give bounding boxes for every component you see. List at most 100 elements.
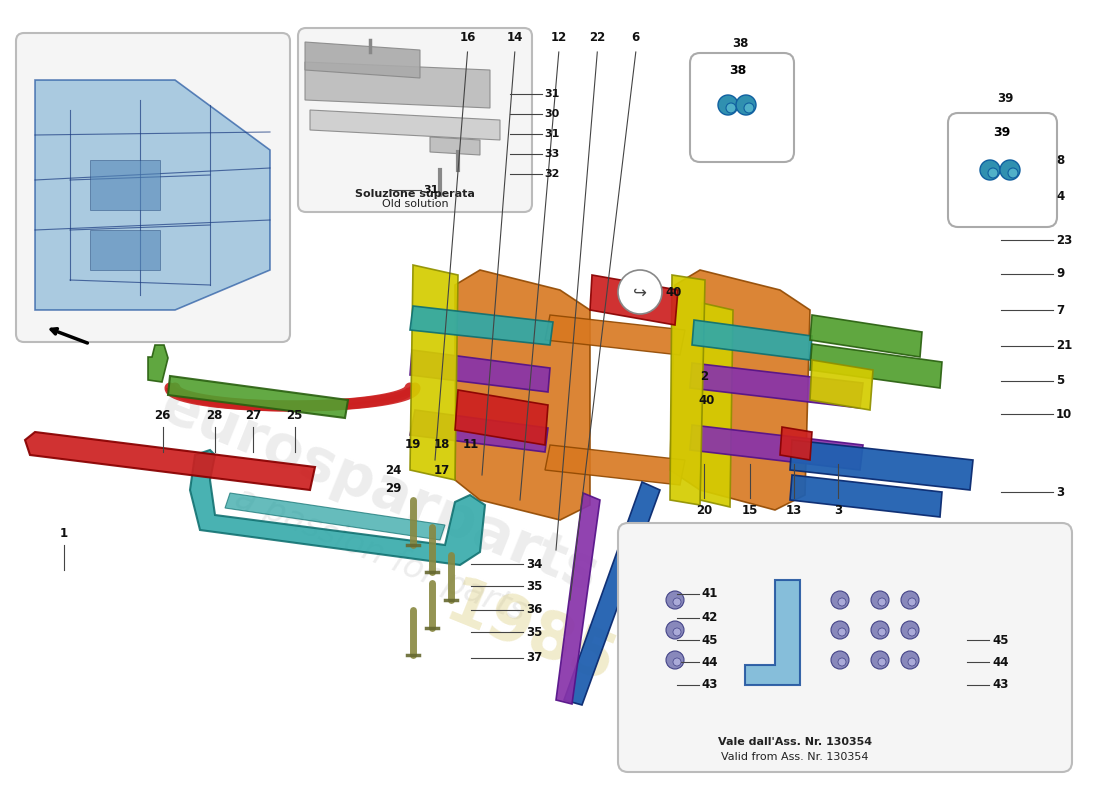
Text: 19: 19: [405, 438, 420, 450]
Polygon shape: [564, 482, 660, 705]
Text: 43: 43: [702, 678, 718, 691]
Text: 30: 30: [544, 109, 560, 118]
Text: 38: 38: [732, 37, 748, 50]
Circle shape: [871, 591, 889, 609]
Polygon shape: [790, 475, 942, 517]
Polygon shape: [810, 344, 942, 388]
Circle shape: [736, 95, 756, 115]
Circle shape: [908, 598, 916, 606]
Polygon shape: [544, 445, 685, 485]
Text: Vale dall'Ass. Nr. 130354: Vale dall'Ass. Nr. 130354: [718, 737, 872, 747]
Polygon shape: [90, 160, 160, 210]
Text: 18: 18: [434, 438, 450, 450]
Polygon shape: [310, 110, 500, 140]
Text: 16: 16: [460, 31, 475, 44]
Polygon shape: [810, 360, 873, 410]
Circle shape: [838, 598, 846, 606]
Circle shape: [838, 658, 846, 666]
Text: 7: 7: [1056, 304, 1064, 317]
Polygon shape: [430, 137, 480, 155]
Text: 3: 3: [834, 504, 843, 517]
Circle shape: [744, 103, 754, 113]
Circle shape: [1008, 168, 1018, 178]
Circle shape: [1000, 160, 1020, 180]
Text: 12: 12: [551, 31, 566, 44]
FancyBboxPatch shape: [948, 113, 1057, 227]
Text: 25: 25: [287, 410, 303, 422]
Text: 15: 15: [742, 504, 758, 517]
Text: 33: 33: [544, 149, 560, 158]
Text: 40: 40: [666, 286, 681, 299]
Text: 37: 37: [526, 651, 542, 664]
Text: 14: 14: [507, 31, 522, 44]
Polygon shape: [692, 320, 812, 360]
Circle shape: [988, 168, 998, 178]
FancyBboxPatch shape: [690, 53, 794, 162]
Polygon shape: [410, 265, 458, 480]
Text: 31: 31: [544, 129, 560, 138]
Circle shape: [908, 658, 916, 666]
Text: 40: 40: [698, 394, 714, 406]
Polygon shape: [90, 230, 160, 270]
Polygon shape: [690, 425, 864, 470]
Polygon shape: [455, 390, 548, 445]
Polygon shape: [670, 275, 705, 505]
Polygon shape: [670, 270, 810, 510]
Text: 44: 44: [702, 656, 718, 669]
Text: 26: 26: [155, 410, 170, 422]
Circle shape: [618, 270, 662, 314]
Text: 27: 27: [245, 410, 261, 422]
Circle shape: [666, 651, 684, 669]
Circle shape: [673, 628, 681, 636]
Polygon shape: [35, 80, 270, 310]
Text: 43: 43: [992, 678, 1009, 691]
Circle shape: [871, 621, 889, 639]
Text: Valid from Ass. Nr. 130354: Valid from Ass. Nr. 130354: [722, 752, 869, 762]
Text: 32: 32: [544, 170, 560, 179]
Text: 20: 20: [696, 504, 712, 517]
Text: 39: 39: [993, 126, 1011, 138]
Text: 45: 45: [992, 634, 1009, 646]
Text: a passion for parts: a passion for parts: [230, 482, 530, 629]
Polygon shape: [148, 345, 168, 382]
Text: 36: 36: [526, 603, 542, 616]
Text: 6: 6: [631, 31, 640, 44]
Circle shape: [878, 598, 886, 606]
Polygon shape: [410, 306, 553, 345]
Text: 31: 31: [544, 90, 560, 99]
Text: 24: 24: [386, 464, 402, 477]
Text: 17: 17: [434, 464, 450, 477]
Polygon shape: [410, 410, 548, 452]
Text: 3: 3: [1056, 486, 1064, 498]
Text: 23: 23: [1056, 234, 1072, 246]
Polygon shape: [780, 427, 812, 460]
Circle shape: [718, 95, 738, 115]
Polygon shape: [168, 376, 348, 418]
Polygon shape: [590, 275, 678, 325]
Text: 11: 11: [463, 438, 478, 450]
Polygon shape: [190, 450, 485, 565]
Polygon shape: [455, 270, 590, 520]
Text: 42: 42: [702, 611, 718, 624]
Polygon shape: [25, 432, 315, 490]
Text: 44: 44: [992, 656, 1009, 669]
Polygon shape: [305, 42, 420, 78]
Text: 29: 29: [386, 482, 402, 494]
Circle shape: [666, 621, 684, 639]
Circle shape: [980, 160, 1000, 180]
Text: 39: 39: [997, 92, 1013, 105]
Text: 5: 5: [1056, 374, 1065, 387]
Text: 34: 34: [526, 558, 542, 570]
FancyBboxPatch shape: [16, 33, 290, 342]
Circle shape: [908, 628, 916, 636]
Text: Soluzione superata: Soluzione superata: [355, 189, 475, 199]
Polygon shape: [544, 315, 685, 355]
Circle shape: [871, 651, 889, 669]
Circle shape: [878, 658, 886, 666]
Polygon shape: [226, 493, 446, 540]
Circle shape: [901, 651, 918, 669]
Text: 21: 21: [1056, 339, 1072, 352]
FancyBboxPatch shape: [618, 523, 1072, 772]
Text: 45: 45: [702, 634, 718, 646]
Circle shape: [878, 628, 886, 636]
